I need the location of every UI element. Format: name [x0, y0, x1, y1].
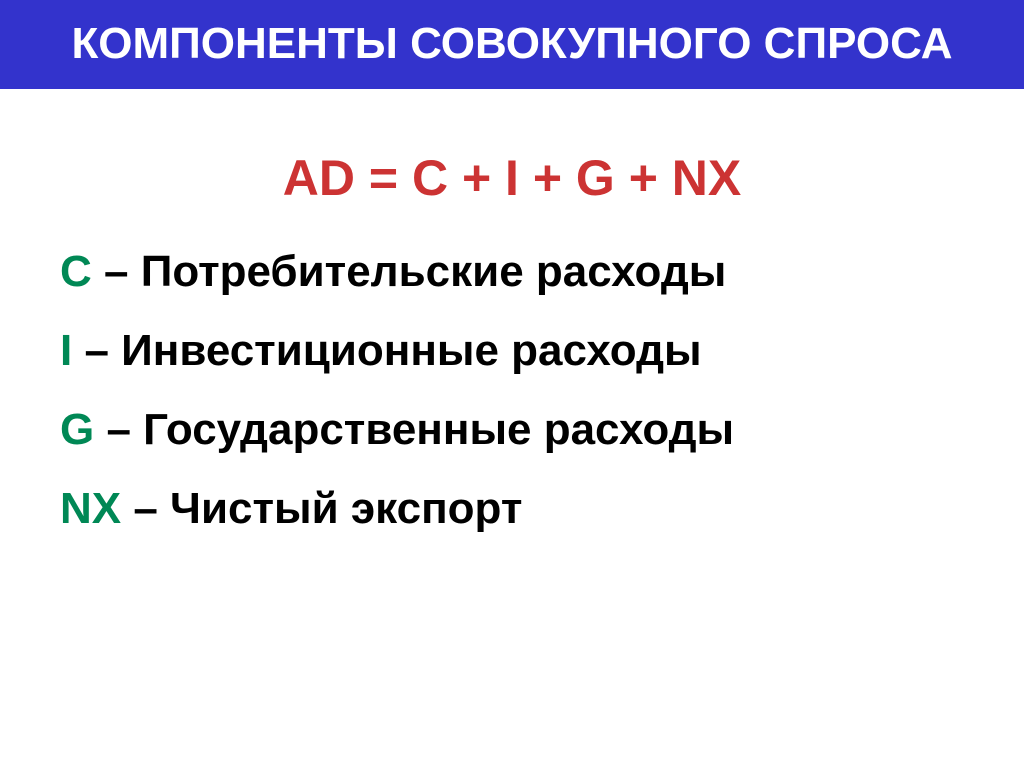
definition-symbol: C — [60, 247, 92, 296]
definition-symbol: G — [60, 405, 94, 454]
formula-text: AD = C + I + G + NX — [60, 149, 964, 207]
definition-text: – Потребительские расходы — [92, 247, 727, 296]
definition-text: – Инвестиционные расходы — [72, 326, 701, 375]
definition-text: – Государственные расходы — [94, 405, 734, 454]
definition-row: NX – Чистый экспорт — [60, 480, 964, 537]
definition-row: G – Государственные расходы — [60, 401, 964, 458]
slide-title: КОМПОНЕНТЫ СОВОКУПНОГО СПРОСА — [20, 18, 1004, 71]
slide-header: КОМПОНЕНТЫ СОВОКУПНОГО СПРОСА — [0, 0, 1024, 89]
definition-symbol: NX — [60, 484, 121, 533]
definition-row: I – Инвестиционные расходы — [60, 322, 964, 379]
slide-content: AD = C + I + G + NX C – Потребительские … — [0, 89, 1024, 600]
definition-symbol: I — [60, 326, 72, 375]
definition-text: – Чистый экспорт — [121, 484, 522, 533]
definition-row: C – Потребительские расходы — [60, 243, 964, 300]
